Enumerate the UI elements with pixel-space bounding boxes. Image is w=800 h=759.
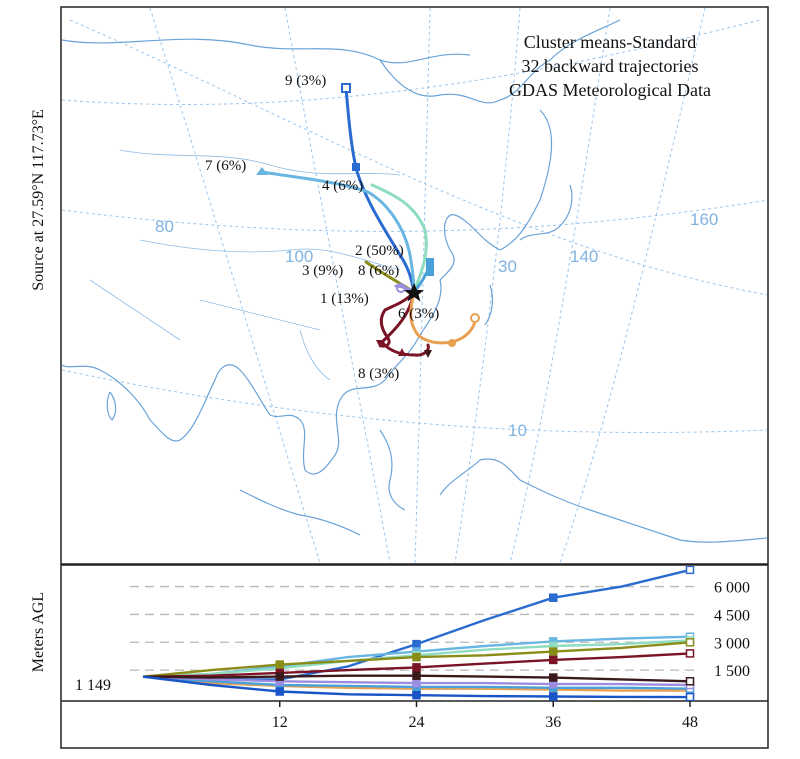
cluster-label-8-bottom: 8 (3%)	[358, 366, 399, 382]
trajectory-6-marker	[470, 313, 480, 323]
y-tick-label: 6 000	[714, 580, 750, 597]
grid-label-30: 30	[498, 257, 517, 276]
trajectory-8-marker-2	[398, 348, 406, 356]
trajectory-4	[370, 183, 428, 294]
series-point-8b	[412, 671, 421, 680]
cluster-label-1: 1 (13%)	[320, 291, 369, 307]
trajectory-2-marker	[426, 258, 434, 276]
x-tick-label: 36	[545, 714, 561, 731]
series-point-blue-low	[275, 687, 284, 696]
map-layer: 80 100 30 140 160 10	[62, 8, 767, 563]
trajectories	[256, 83, 480, 358]
cluster-labels: 9 (3%) 7 (6%) 4 (6%) 2 (50%) 3 (9%) 8 (6…	[205, 73, 439, 382]
series-point-blue-low	[412, 690, 421, 700]
cluster-label-8-top: 8 (6%)	[358, 263, 399, 279]
series-point-3	[685, 638, 695, 647]
cluster-label-7: 7 (6%)	[205, 158, 246, 174]
x-tick-label: 48	[682, 714, 698, 731]
trajectory-7-marker	[256, 167, 268, 175]
series-point-8b	[549, 673, 558, 682]
series-point-1	[549, 655, 558, 665]
grid-label-100: 100	[285, 247, 313, 266]
cluster-label-6: 6 (3%)	[398, 306, 439, 322]
source-label: Source at 27.59°N 117.73°E	[30, 109, 47, 291]
y-tick-label: 4 500	[714, 607, 750, 624]
series-point-9	[549, 593, 558, 602]
trajectory-9	[344, 86, 416, 294]
grid-label-160: 160	[690, 210, 718, 229]
cluster-label-2: 2 (50%)	[355, 243, 404, 259]
map-grid-labels: 80 100 30 140 160 10	[155, 210, 718, 440]
map-borders	[89, 149, 401, 381]
cluster-label-4: 4 (6%)	[322, 178, 363, 194]
title-line-1: Cluster means-Standard	[524, 32, 696, 52]
title-line-2: 32 backward trajectories	[522, 56, 699, 76]
trajectory-6-marker-2	[448, 339, 456, 347]
trajectory-8-marker	[424, 350, 432, 358]
series-point-9	[685, 566, 695, 575]
trajectory-6	[409, 290, 477, 345]
grid-label-140: 140	[570, 247, 598, 266]
y-tick-label: 1 500	[714, 663, 750, 680]
series-point-1	[412, 663, 421, 672]
series-point-3	[549, 647, 558, 656]
grid-label-80: 80	[155, 217, 174, 236]
series-point-9	[412, 639, 421, 649]
source-star-icon	[404, 283, 424, 302]
trajectory-7	[260, 170, 416, 294]
trajectory-9-marker-2	[352, 163, 360, 171]
map-coastlines	[62, 19, 767, 543]
chart-series	[142, 566, 695, 701]
chart-x-tick-labels: 12 24 36 48	[272, 701, 698, 731]
title-block: Cluster means-Standard 32 backward traje…	[509, 32, 711, 100]
series-point-3	[412, 652, 421, 662]
series-point-blue-low	[549, 692, 558, 701]
trajectory-8-purple-marker	[396, 283, 406, 293]
x-tick-label: 24	[409, 714, 425, 731]
trajectory-9-marker	[341, 83, 351, 93]
title-line-3: GDAS Meteorological Data	[509, 80, 711, 100]
series-point-3	[275, 660, 284, 669]
series-point-8b	[275, 672, 284, 681]
cluster-label-9: 9 (3%)	[285, 73, 326, 89]
map-graticule	[62, 8, 767, 563]
x-tick-label: 12	[272, 714, 288, 731]
cluster-label-3: 3 (9%)	[302, 263, 343, 279]
chart-y-tick-labels: 6 000 4 500 3 000 1 500	[714, 580, 750, 681]
series-point-8	[412, 678, 421, 688]
y-axis-label: Meters AGL	[30, 592, 47, 672]
series-point-blue-low	[685, 692, 695, 701]
series-point-8b	[685, 677, 695, 686]
start-height-label: 1 149	[75, 677, 111, 694]
grid-label-10: 10	[508, 421, 527, 440]
series-point-1	[685, 649, 695, 658]
y-tick-label: 3 000	[714, 635, 750, 652]
